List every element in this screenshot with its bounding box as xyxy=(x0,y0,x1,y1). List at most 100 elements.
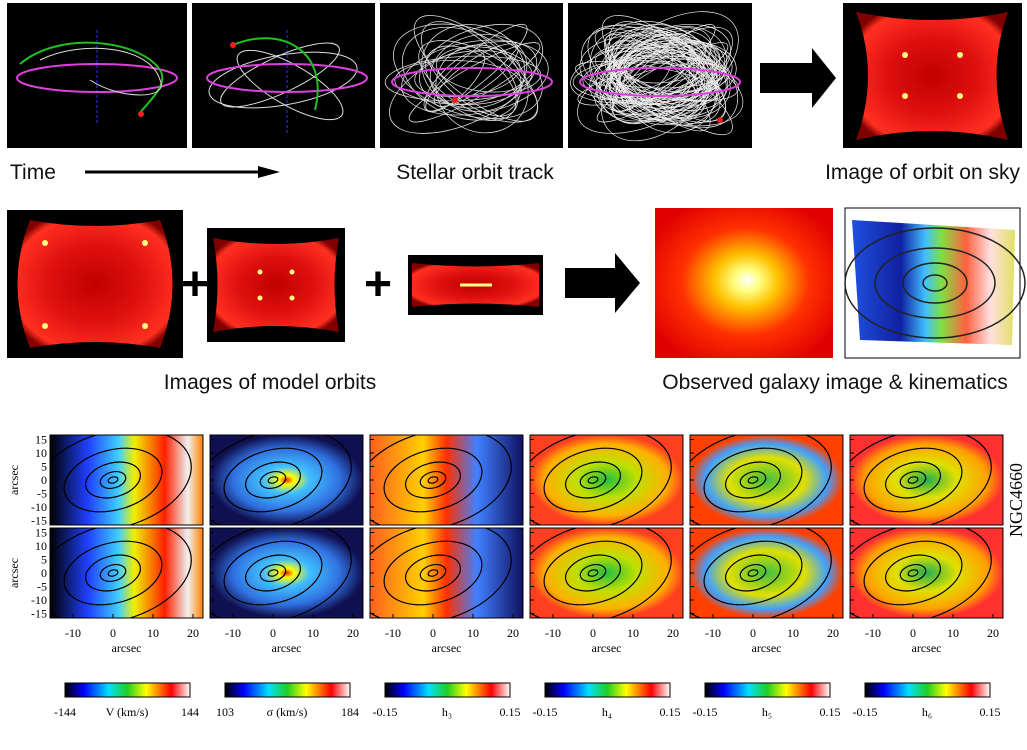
star xyxy=(717,117,723,123)
map-field xyxy=(210,528,363,618)
contours xyxy=(844,227,1026,339)
colorbar-label: h₃ xyxy=(442,705,452,719)
orbit-loop xyxy=(610,41,733,102)
caption: Time xyxy=(10,161,56,184)
map-field xyxy=(370,435,523,525)
contour xyxy=(427,569,439,577)
orbit-image xyxy=(213,238,339,332)
contour xyxy=(899,470,927,490)
colorbar-max: 0.15 xyxy=(820,705,841,719)
y-tick-label: 0 xyxy=(41,473,47,487)
x-tick-label: 0 xyxy=(590,626,596,640)
contour xyxy=(690,528,832,618)
contour xyxy=(564,554,622,592)
map-field xyxy=(690,435,843,525)
orbit xyxy=(19,41,164,114)
x-tick-label: 20 xyxy=(987,626,999,640)
orbit-ring xyxy=(579,67,741,97)
x-tick-label: -10 xyxy=(545,626,561,640)
contour xyxy=(739,470,767,490)
x-tick-label: 20 xyxy=(187,626,199,640)
y-tick-label: -10 xyxy=(31,500,47,514)
orbit-loop xyxy=(587,25,721,124)
x-axis-label: arcsec xyxy=(912,641,942,655)
contour xyxy=(259,563,287,583)
orbit-loop xyxy=(413,15,539,122)
orbit-loop xyxy=(594,42,721,116)
map-panel xyxy=(530,435,683,525)
cusps xyxy=(902,52,963,99)
contour xyxy=(99,563,127,583)
contour xyxy=(50,528,192,618)
x-axis-label: arcsec xyxy=(272,641,302,655)
orbit-loop xyxy=(604,28,728,111)
contour xyxy=(419,563,447,583)
colorbar-min: -144 xyxy=(54,705,76,719)
map-panel xyxy=(690,528,843,618)
contour xyxy=(370,435,512,525)
orbit-loop xyxy=(599,11,739,122)
x-tick-label: -10 xyxy=(65,626,81,640)
colorbar-label: h₄ xyxy=(602,705,612,719)
x-axis-label: arcsec xyxy=(752,641,782,655)
map-panel xyxy=(50,528,203,618)
contour xyxy=(863,540,963,606)
orbit-loop xyxy=(594,28,719,102)
x-tick-label: 20 xyxy=(347,626,359,640)
kinematics-map xyxy=(852,220,1015,345)
contour xyxy=(99,470,127,490)
contour xyxy=(50,435,192,525)
colorbar-max: 144 xyxy=(181,705,199,719)
y-tick-label: -10 xyxy=(31,593,47,607)
contour xyxy=(530,435,672,525)
caption: Stellar orbit track xyxy=(396,161,554,184)
map-field xyxy=(530,435,683,525)
contour xyxy=(259,470,287,490)
colorbar xyxy=(64,682,191,698)
arrow xyxy=(565,253,640,313)
colorbar-min: -0.15 xyxy=(373,705,398,719)
colorbar xyxy=(384,682,511,698)
map-panel xyxy=(210,435,363,525)
y-tick-label: 15 xyxy=(35,526,47,540)
map-panel xyxy=(210,528,363,618)
contour xyxy=(564,461,622,499)
orbit-loop xyxy=(435,44,529,134)
contour xyxy=(863,447,963,513)
colorbar-min: 103 xyxy=(216,705,234,719)
contour xyxy=(419,470,447,490)
x-tick-label: 10 xyxy=(787,626,799,640)
contour xyxy=(63,540,163,606)
orbit-loop xyxy=(579,34,718,109)
y-tick-label: 0 xyxy=(41,566,47,580)
contour xyxy=(107,569,119,577)
x-tick-label: 0 xyxy=(430,626,436,640)
orbit-loop xyxy=(609,26,727,122)
contour xyxy=(244,461,302,499)
orbit-loop xyxy=(615,33,693,107)
colorbar xyxy=(224,682,351,698)
colorbar xyxy=(544,682,671,698)
colorbar-max: 0.15 xyxy=(660,705,681,719)
star xyxy=(138,111,144,117)
map-panel xyxy=(370,528,523,618)
colorbar-min: -0.15 xyxy=(853,705,878,719)
orbit-ring xyxy=(206,63,368,93)
contour xyxy=(850,528,992,618)
plus: + xyxy=(181,258,209,311)
map-panel xyxy=(370,435,523,525)
orbit-loop xyxy=(604,61,706,94)
map-panel xyxy=(50,435,203,525)
galaxy-image xyxy=(655,208,833,358)
x-tick-label: 10 xyxy=(307,626,319,640)
map-field xyxy=(370,528,523,618)
x-tick-label: -10 xyxy=(865,626,881,640)
map-field xyxy=(850,528,1003,618)
x-tick-label: -10 xyxy=(385,626,401,640)
contour xyxy=(884,461,942,499)
contour xyxy=(850,435,992,525)
y-tick-label: 10 xyxy=(35,446,47,460)
contour xyxy=(267,569,279,577)
contour xyxy=(370,528,512,618)
